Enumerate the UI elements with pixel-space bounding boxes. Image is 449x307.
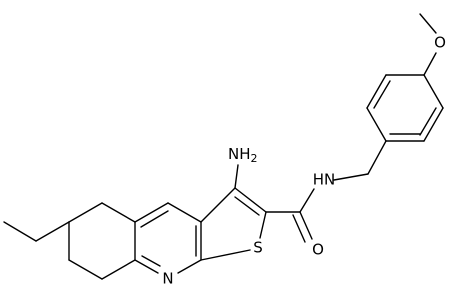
bonds bbox=[3, 13, 444, 280]
amine-subscript: 2 bbox=[251, 152, 258, 165]
methoxy-o-label: O bbox=[434, 34, 446, 52]
amide-n-label: HN bbox=[313, 171, 336, 189]
carbonyl-o-label: O bbox=[312, 241, 324, 259]
amine-label: NH2 bbox=[228, 145, 258, 166]
pyridine-n-label: N bbox=[162, 270, 173, 288]
sulfur-label: S bbox=[253, 239, 263, 257]
amine-text: NH bbox=[228, 145, 251, 163]
